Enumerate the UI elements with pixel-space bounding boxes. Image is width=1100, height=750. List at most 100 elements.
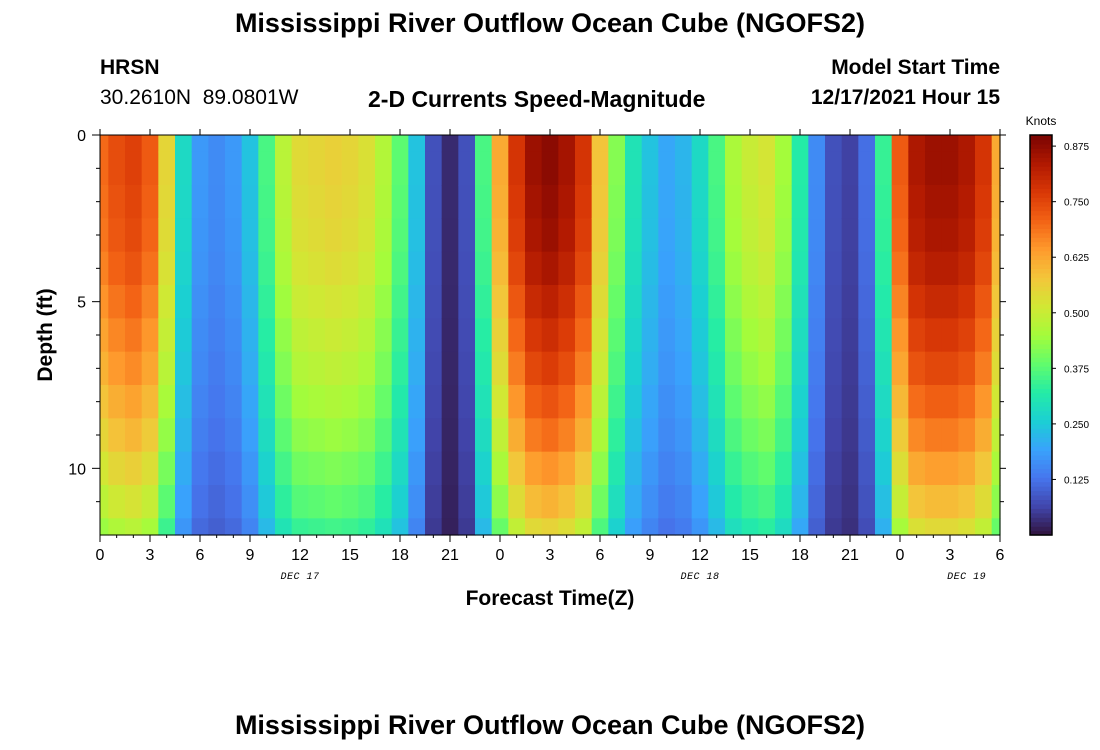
heatmap-cell — [691, 351, 709, 386]
heatmap-cell — [658, 385, 676, 419]
heatmap-cell — [991, 518, 1001, 536]
x-tick-label: 0 — [496, 547, 505, 564]
heatmap-cell — [291, 351, 309, 386]
heatmap-cell — [941, 485, 959, 519]
heatmap-cell — [308, 485, 326, 519]
heatmap-cell — [675, 385, 693, 419]
heatmap-cell — [100, 518, 109, 536]
heatmap-cell — [625, 151, 643, 186]
heatmap-cell — [758, 351, 776, 386]
heatmap-cell — [691, 518, 709, 536]
heatmap-cell — [508, 451, 526, 486]
heatmap-cell — [475, 318, 493, 353]
heatmap-cell — [625, 135, 643, 153]
heatmap-cell — [175, 418, 193, 453]
heatmap-cell — [741, 135, 759, 153]
heatmap-cell — [225, 351, 243, 386]
x-tick-label: 3 — [546, 547, 555, 564]
heatmap-cell — [641, 351, 659, 386]
heatmap-cell — [141, 218, 159, 253]
heatmap-cell — [875, 385, 893, 419]
heatmap-cell — [258, 318, 276, 353]
heatmap-cell — [458, 185, 476, 219]
heatmap-cell — [491, 451, 509, 486]
heatmap-cell — [941, 418, 959, 453]
heatmap-cell — [325, 218, 343, 253]
heatmap-cell — [375, 385, 393, 419]
heatmap-cell — [475, 185, 493, 219]
heatmap-cell — [891, 351, 909, 386]
colorbar-segment — [1030, 317, 1052, 323]
heatmap-cell — [175, 318, 193, 353]
heatmap-cell — [491, 218, 509, 253]
colorbar-segment — [1030, 241, 1052, 247]
colorbar-segment — [1030, 321, 1052, 327]
heatmap-cell — [558, 485, 576, 519]
heatmap-cell — [358, 485, 376, 519]
colorbar-segment — [1030, 352, 1052, 358]
heatmap-cell — [875, 151, 893, 186]
heatmap-cell — [391, 451, 409, 486]
heatmap-cell — [458, 151, 476, 186]
heatmap-cell — [941, 285, 959, 319]
heatmap-cell — [641, 218, 659, 253]
heatmap-cell — [575, 151, 593, 186]
heatmap-cell — [291, 451, 309, 486]
heatmap-cell — [358, 385, 376, 419]
heatmap-cell — [341, 251, 359, 286]
heatmap-cell — [658, 318, 676, 353]
heatmap-cell — [858, 285, 876, 319]
heatmap-cell — [508, 485, 526, 519]
heatmap-cell — [175, 185, 193, 219]
heatmap-cell — [841, 385, 859, 419]
heatmap-cell — [175, 485, 193, 519]
heatmap-cell — [141, 518, 159, 536]
heatmap-cell — [808, 151, 826, 186]
colorbar-segment — [1030, 135, 1052, 141]
heatmap-cell — [808, 518, 826, 536]
heatmap-cell — [408, 135, 426, 153]
heatmap-cell — [341, 318, 359, 353]
heatmap-cell — [491, 351, 509, 386]
heatmap-cell — [591, 485, 609, 519]
heatmap-cell — [875, 318, 893, 353]
heatmap-cell — [741, 385, 759, 419]
heatmap-cell — [941, 351, 959, 386]
heatmap-cell — [275, 485, 293, 519]
heatmap-cell — [991, 418, 1001, 453]
heatmap-cell — [525, 385, 543, 419]
heatmap-cell — [875, 451, 893, 486]
heatmap-cell — [908, 451, 926, 486]
heatmap-cell — [758, 285, 776, 319]
heatmap-cell — [158, 218, 176, 253]
heatmap-cell — [341, 135, 359, 153]
heatmap-cell — [541, 251, 559, 286]
heatmap-cell — [625, 451, 643, 486]
heatmap-cell — [858, 418, 876, 453]
colorbar-segment — [1030, 406, 1052, 412]
heatmap-cell — [925, 151, 943, 186]
heatmap-cell — [708, 385, 726, 419]
heatmap-cell — [591, 518, 609, 536]
heatmap-cell — [108, 151, 126, 186]
heatmap-cell — [258, 185, 276, 219]
heatmap-cell — [591, 351, 609, 386]
heatmap-cell — [208, 451, 226, 486]
heatmap-cell — [225, 285, 243, 319]
heatmap-cell — [291, 135, 309, 153]
heatmap-cell — [391, 151, 409, 186]
heatmap-cell — [191, 251, 209, 286]
colorbar-segment — [1030, 210, 1052, 216]
colorbar-segment — [1030, 343, 1052, 349]
heatmap-cell — [108, 485, 126, 519]
heatmap-cell — [225, 418, 243, 453]
colorbar-tick-label: 0.125 — [1064, 475, 1089, 486]
heatmap-cell — [791, 185, 809, 219]
date-label: DEC 18 — [680, 572, 719, 583]
heatmap-cell — [375, 451, 393, 486]
heatmap-cell — [100, 385, 109, 419]
heatmap-cell — [100, 451, 109, 486]
heatmap-cell — [100, 135, 109, 153]
heatmap-cell — [691, 418, 709, 453]
heatmap-cell — [458, 285, 476, 319]
